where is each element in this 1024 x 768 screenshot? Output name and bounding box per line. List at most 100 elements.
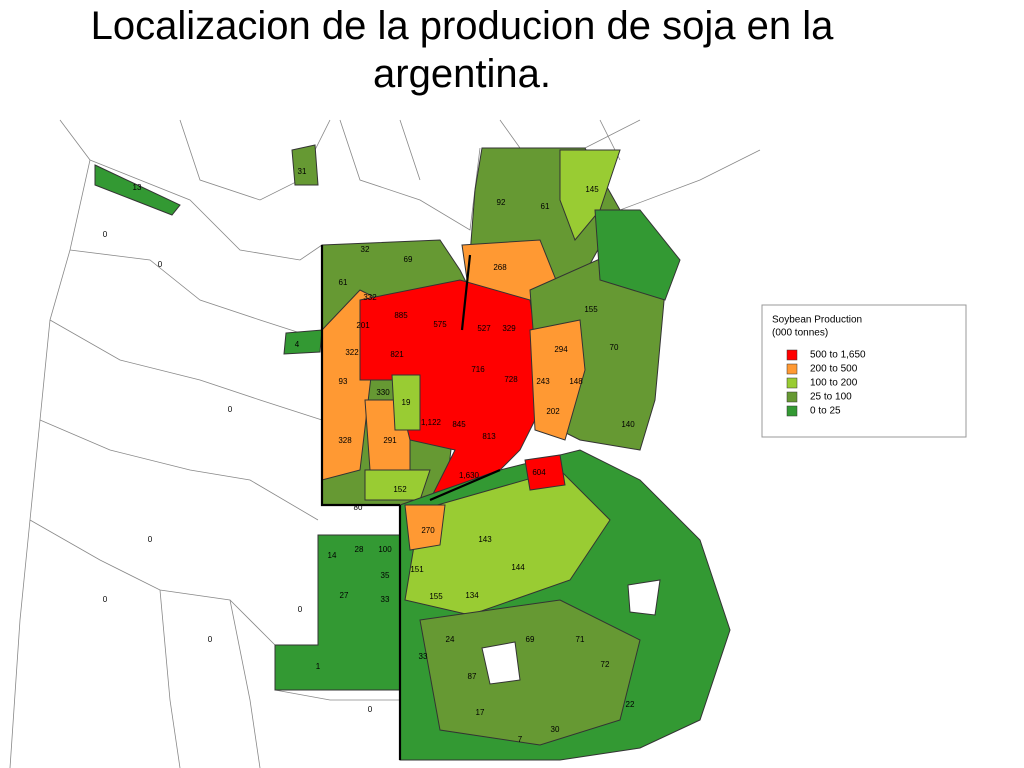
district-label: 152	[393, 485, 407, 494]
district-label: 0	[103, 595, 108, 604]
district-label: 13	[133, 183, 142, 192]
district-label: 0	[148, 535, 153, 544]
district-label: 1	[316, 662, 321, 671]
district-labels: 13 31 32 69 61 332 201 322 93 328 291 15…	[103, 167, 635, 744]
district-label: 328	[338, 436, 352, 445]
district-label: 27	[340, 591, 349, 600]
district-label: 87	[468, 672, 477, 681]
district-label: 270	[421, 526, 435, 535]
legend-title: Soybean Production	[772, 315, 862, 326]
legend-swatch	[786, 363, 798, 375]
district-label: 0	[298, 605, 303, 614]
district-label: 33	[419, 652, 428, 661]
legend-swatch	[786, 405, 798, 417]
district-label: 30	[551, 725, 560, 734]
district-label: 148	[569, 377, 583, 386]
district-borders	[9, 119, 761, 768]
district-label: 329	[502, 324, 516, 333]
district-label: 0	[103, 230, 108, 239]
district-label: 294	[554, 345, 568, 354]
legend: Soybean Production (000 tonnes) 500 to 1…	[761, 304, 967, 438]
district-label: 14	[328, 551, 337, 560]
district-label: 35	[381, 571, 390, 580]
district-label: 291	[383, 436, 397, 445]
legend-subtitle: (000 tonnes)	[772, 328, 828, 339]
district-label: 140	[621, 420, 635, 429]
region	[283, 329, 323, 355]
district-label: 813	[482, 432, 496, 441]
district-label: 330	[376, 388, 390, 397]
district-label: 604	[532, 468, 546, 477]
district-label: 61	[541, 202, 550, 211]
district-label: 322	[345, 348, 359, 357]
district-label: 71	[576, 635, 585, 644]
district-label: 28	[355, 545, 364, 554]
district-label: 24	[446, 635, 455, 644]
district-label: 716	[471, 365, 485, 374]
district-label: 268	[493, 263, 507, 272]
district-label: 7	[518, 735, 523, 744]
district-label: 885	[394, 311, 408, 320]
region	[529, 319, 586, 441]
district-label: 243	[536, 377, 550, 386]
district-label: 33	[381, 595, 390, 604]
district-label: 80	[354, 503, 363, 512]
district-label: 155	[429, 592, 443, 601]
district-label: 72	[601, 660, 610, 669]
district-label: 100	[378, 545, 392, 554]
legend-swatch	[786, 377, 798, 389]
district-label: 575	[433, 320, 447, 329]
district-label: 821	[390, 350, 404, 359]
district-label: 4	[295, 340, 300, 349]
district-label: 202	[546, 407, 560, 416]
region	[291, 144, 319, 186]
district-label: 0	[208, 635, 213, 644]
region	[419, 599, 641, 746]
legend-label: 25 to 100	[810, 392, 852, 403]
legend-swatch	[786, 391, 798, 403]
district-label: 0	[368, 705, 373, 714]
district-label: 0	[228, 405, 233, 414]
regions	[94, 144, 731, 761]
district-label: 93	[339, 377, 348, 386]
district-label: 19	[402, 398, 411, 407]
district-label: 332	[363, 293, 377, 302]
district-label: 145	[585, 185, 599, 194]
region	[524, 454, 566, 491]
region	[404, 504, 446, 551]
legend-swatch	[786, 349, 798, 361]
empty-district	[481, 641, 521, 685]
legend-label: 500 to 1,650	[810, 350, 866, 361]
district-label: 151	[410, 565, 424, 574]
region	[594, 209, 681, 301]
title: Localizacion de la producion de soja en …	[90, 4, 834, 96]
district-label: 70	[610, 343, 619, 352]
district-label: 31	[298, 167, 307, 176]
region	[559, 149, 621, 241]
district-label: 0	[158, 260, 163, 269]
district-label: 92	[497, 198, 506, 207]
district-label: 527	[477, 324, 491, 333]
district-label: 32	[361, 245, 370, 254]
legend-label: 0 to 25	[810, 406, 841, 417]
district-label: 17	[476, 708, 485, 717]
district-label: 1,630	[459, 471, 480, 480]
legend-label: 200 to 500	[810, 364, 858, 375]
region	[94, 164, 181, 216]
district-label: 143	[478, 535, 492, 544]
region	[274, 534, 401, 691]
district-label: 69	[404, 255, 413, 264]
empty-district	[627, 579, 661, 616]
district-label: 201	[356, 321, 370, 330]
district-label: 69	[526, 635, 535, 644]
district-label: 61	[339, 278, 348, 287]
legend-label: 100 to 200	[810, 378, 858, 389]
district-label: 134	[465, 591, 479, 600]
district-label: 144	[511, 563, 525, 572]
district-label: 155	[584, 305, 598, 314]
district-label: 728	[504, 375, 518, 384]
district-label: 1,122	[421, 418, 442, 427]
region	[391, 374, 421, 431]
